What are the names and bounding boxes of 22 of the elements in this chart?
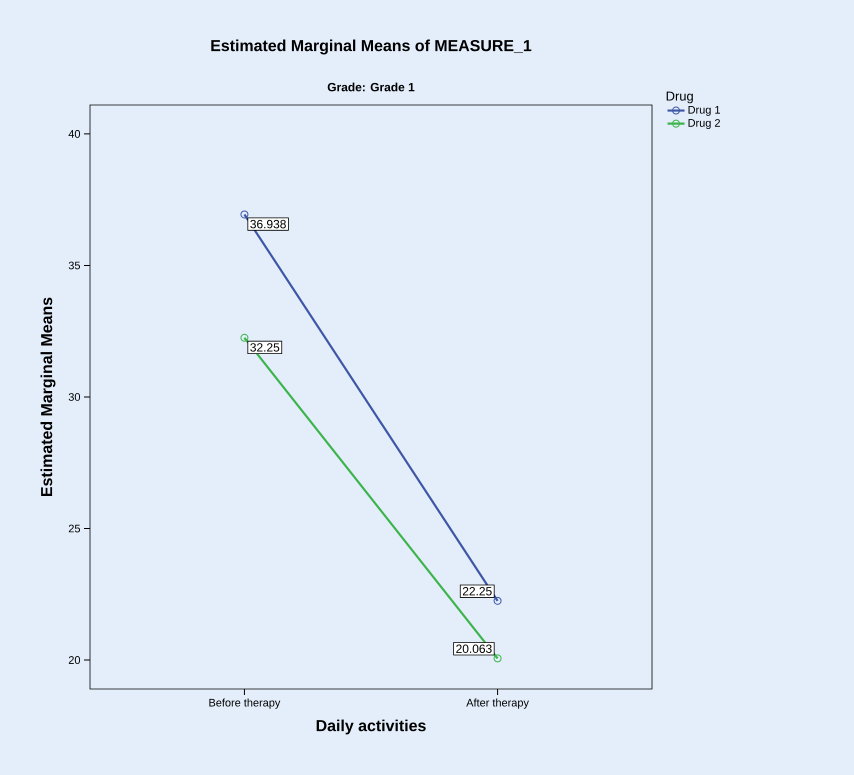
y-axis-title: Estimated Marginal Means bbox=[40, 298, 56, 496]
y-tick-label: 40 bbox=[68, 130, 80, 138]
y-tick-label: 35 bbox=[68, 262, 80, 270]
data-label: 36.938 bbox=[250, 220, 286, 228]
legend-label: Drug 1 bbox=[688, 106, 720, 116]
point bbox=[240, 334, 248, 342]
chart-title: Estimated Marginal Means of MEASURE_1 bbox=[211, 40, 532, 54]
point bbox=[494, 596, 502, 605]
chart-subtitle: Grade: Grade 1 bbox=[328, 82, 414, 92]
x-tick-label: After therapy bbox=[466, 698, 529, 709]
legend-title: Drug bbox=[666, 92, 693, 104]
data-label: 20.063 bbox=[456, 644, 492, 653]
point bbox=[240, 210, 248, 218]
y-tick-label: 20 bbox=[68, 656, 80, 664]
point bbox=[494, 654, 502, 662]
y-tick-label: 30 bbox=[68, 393, 80, 401]
x-tick-label: Before therapy bbox=[209, 698, 280, 709]
legend-label: Drug 2 bbox=[688, 119, 720, 129]
y-tick-label: 25 bbox=[68, 524, 80, 532]
data-label: 32.25 bbox=[250, 343, 280, 352]
data-label: 22.25 bbox=[462, 587, 492, 596]
x-axis-title: Daily activities bbox=[316, 720, 426, 734]
